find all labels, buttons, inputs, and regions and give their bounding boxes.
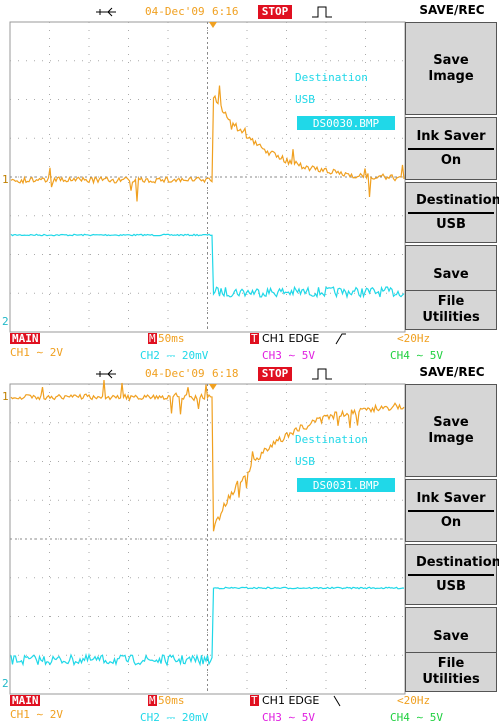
menu-title: SAVE/REC (405, 0, 499, 20)
footer-trigger-prefix: T (251, 694, 258, 707)
footer-timebase: 50ms (158, 694, 185, 707)
trigger-box (250, 333, 259, 344)
timebase-box (148, 333, 157, 344)
footer-channel: CH3 ∼ 5V (262, 711, 315, 724)
footer-mode: MAIN (12, 332, 39, 345)
footer-timebase-prefix: M (149, 694, 156, 707)
ch2-waveform (10, 233, 405, 300)
mode-box (10, 333, 40, 344)
ch2-marker: 2 (2, 315, 9, 328)
header-status: STOP (262, 367, 289, 380)
menu-button[interactable]: Ink Saver On (405, 479, 497, 542)
trigger-icon (312, 6, 332, 18)
trigger-icon (312, 368, 332, 380)
scope-display: 1 2 Destination USB DS0031.BMP 04-Dec'09 6:18 S… (2, 367, 443, 724)
footer-trigger: CH1 EDGE (262, 694, 319, 707)
menu-title: SAVE/REC (405, 362, 499, 382)
footer-channel: CH4 ∼ 5V (390, 711, 443, 724)
menu-button[interactable]: Destination USB (405, 544, 499, 605)
overlay-device: USB (295, 93, 315, 106)
menu-button-value: On (408, 509, 494, 531)
footer-channel: CH4 ∼ 5V (390, 349, 443, 362)
menu-button[interactable]: Ink Saver On (405, 117, 497, 180)
footer-channel: CH1 ∼ 2V (10, 346, 63, 359)
mode-box (10, 695, 40, 706)
overlay-file-box (297, 478, 395, 492)
footer-mode: MAIN (12, 694, 39, 707)
menu-button-label: Ink Saver (416, 490, 486, 506)
ch2-waveform (10, 586, 405, 667)
status-box (258, 367, 292, 381)
overlay-file-box (297, 116, 395, 130)
scope-display: 1 2 Destination USB DS0030.BMP 04-Dec'09 6:16 S… (2, 5, 443, 362)
menu-button-label: Ink Saver (416, 128, 486, 144)
footer-channel: CH2 ⎓ 20mV (140, 349, 209, 362)
scope-screen: 1 2 Destination USB DS0031.BMP 04-Dec'09 6:18 S… (0, 362, 499, 724)
menu-button-value: USB (408, 211, 494, 233)
menu-button-label: Destination (416, 192, 499, 208)
menu-button-label: Destination (416, 554, 499, 570)
footer-channel: CH3 ∼ 5V (262, 349, 315, 362)
trigger-marker (209, 22, 217, 28)
footer-channel: CH1 ∼ 2V (10, 708, 63, 721)
overlay-file: DS0031.BMP (313, 479, 380, 492)
scope-screen: 1 2 Destination USB DS0030.BMP 04-Dec'09 6:16 S… (2, 0, 499, 362)
menu-button-label: Save Image (428, 414, 474, 446)
overlay-label: Destination (295, 433, 368, 446)
footer-frequency: <20Hz (397, 332, 430, 345)
menu-button-label: Save Image (428, 52, 474, 84)
footer-trigger-prefix: T (251, 332, 258, 345)
header-date: 04-Dec'09 (145, 367, 205, 380)
footer-trigger: CH1 EDGE (262, 332, 319, 345)
timebase-box (148, 695, 157, 706)
header-time: 6:16 (212, 5, 239, 18)
footer-timebase-prefix: M (149, 332, 156, 345)
trigger-box (250, 695, 259, 706)
menu-button-value: On (408, 147, 494, 169)
usb-icon (96, 369, 116, 379)
overlay-device: USB (295, 455, 315, 468)
ch2-marker: 2 (2, 677, 9, 690)
ch1-waveform (10, 85, 405, 202)
overlay-label: Destination (295, 71, 368, 84)
status-box (258, 5, 292, 19)
slope-icon (333, 695, 341, 707)
menu-button-label: File Utilities (422, 294, 480, 325)
menu-button[interactable]: Destination USB (405, 182, 499, 243)
footer-frequency: <20Hz (397, 694, 430, 707)
menu-button-label: File Utilities (422, 656, 480, 687)
slope-icon (335, 333, 346, 345)
menu-button-label: Save (433, 267, 469, 282)
header-status: STOP (262, 5, 289, 18)
menu-button[interactable]: File Utilities (405, 290, 497, 330)
menu-button-value: USB (408, 573, 494, 595)
menu-button[interactable]: File Utilities (405, 652, 497, 692)
menu-button-label: Save (433, 629, 469, 644)
ch1-marker: 1 (2, 390, 9, 403)
trigger-marker (209, 384, 217, 390)
menu-button[interactable]: Save Image (405, 22, 497, 115)
overlay-file: DS0030.BMP (313, 117, 380, 130)
header-time: 6:18 (212, 367, 239, 380)
footer-channel: CH2 ⎓ 20mV (140, 711, 209, 724)
ch1-marker: 1 (2, 173, 9, 186)
ch1-waveform (10, 380, 405, 532)
header-date: 04-Dec'09 (145, 5, 205, 18)
footer-timebase: 50ms (158, 332, 185, 345)
menu-button[interactable]: Save Image (405, 384, 497, 477)
usb-icon (96, 7, 116, 17)
